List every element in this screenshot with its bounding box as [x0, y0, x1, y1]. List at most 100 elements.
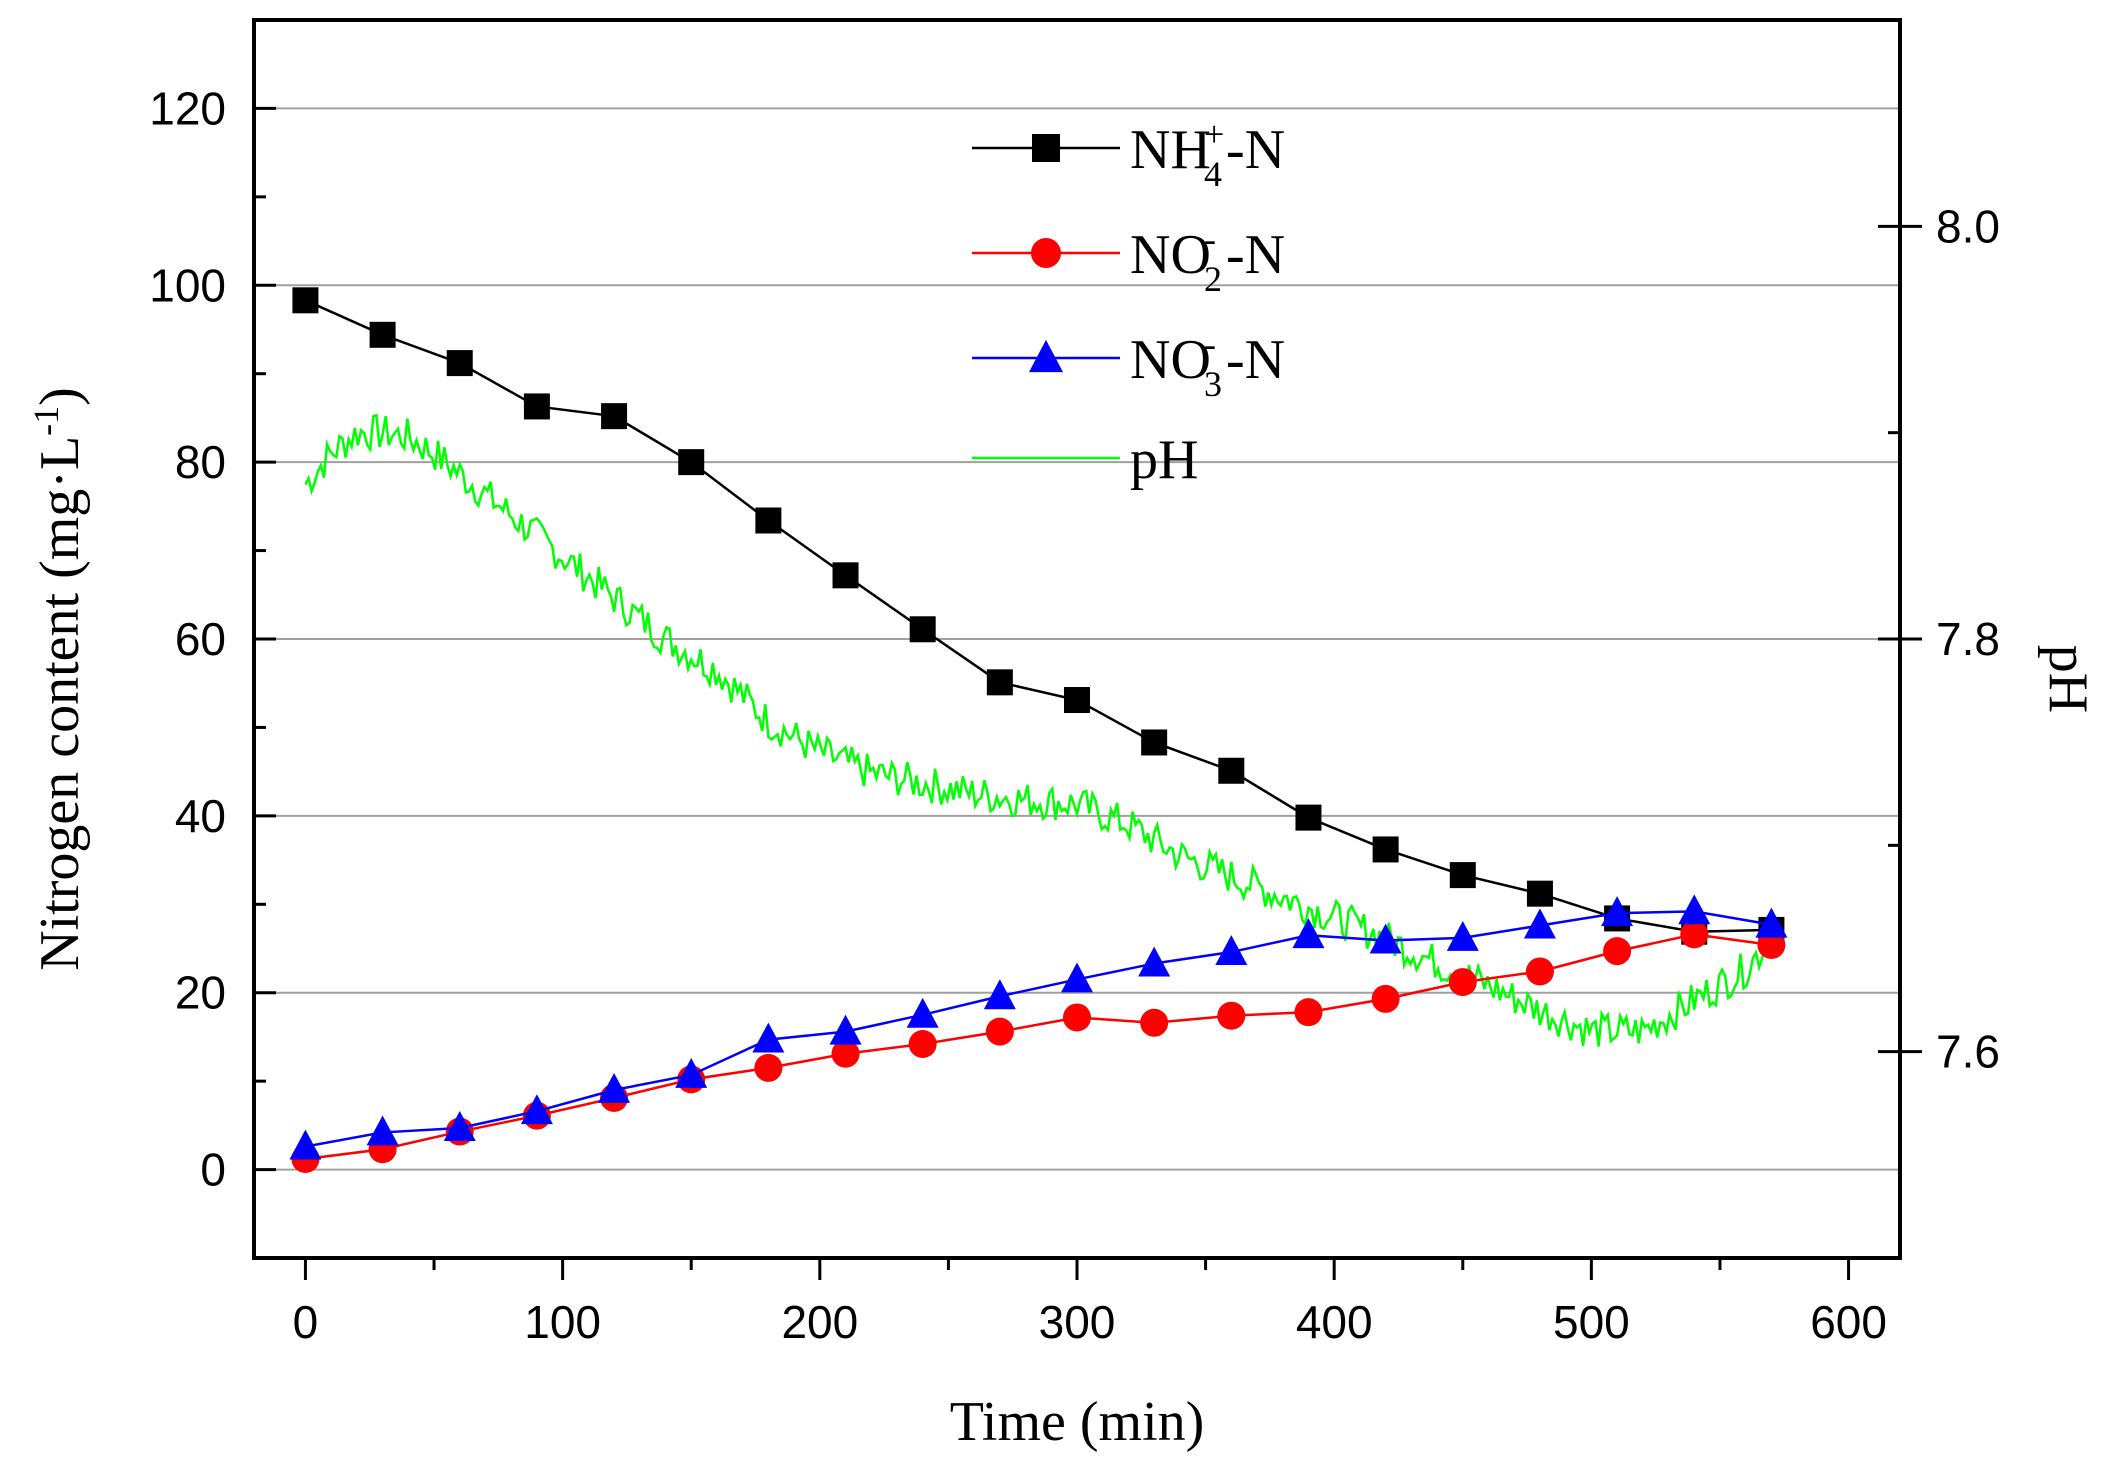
left-y-axis: 0 20 40 60 80 100 120	[149, 82, 276, 1196]
nh4-point	[523, 393, 550, 420]
right-y-axis: 7.6 7.8 8.0	[1878, 200, 2000, 1260]
nh4-point	[678, 449, 705, 476]
left-y-axis-title-main: Nitrogen content (mg·L	[29, 436, 91, 971]
right-y-axis-title: pH	[2037, 645, 2099, 713]
x-axis: 0 100 200 300 400 500 600	[293, 1258, 1887, 1348]
series-layer	[289, 287, 1788, 1173]
legend-label-subscript: 4	[1204, 154, 1222, 194]
nh4-point	[1218, 757, 1245, 784]
no3-point	[906, 997, 939, 1028]
no3-point	[675, 1058, 708, 1088]
series-no3	[289, 894, 1788, 1160]
no2-point	[1294, 998, 1323, 1027]
legend-label: NO-2-N	[1130, 219, 1285, 299]
legend-label-superscript: -	[1204, 219, 1216, 259]
legend: NH+ 4-NNO-2-NNO-3-NpH	[972, 114, 1285, 491]
x-tick-label: 500	[1553, 1296, 1630, 1348]
nh4-point	[832, 562, 859, 589]
legend-label-tail: -N	[1226, 119, 1285, 181]
no3-point	[752, 1022, 785, 1053]
legend-marker	[1029, 339, 1063, 373]
y2-tick-label: 7.6	[1936, 1026, 2000, 1078]
no2-point	[1217, 1001, 1246, 1030]
no3-point	[1215, 935, 1248, 965]
y-tick-label: 120	[149, 82, 226, 134]
legend-item-nh4: NH+ 4-N	[972, 114, 1285, 194]
x-tick-label: 600	[1810, 1296, 1887, 1348]
no3-point	[1292, 918, 1325, 949]
nh4-point	[1295, 804, 1322, 831]
legend-label-superscript: +	[1204, 114, 1224, 154]
nh4-point	[446, 350, 473, 377]
no2-point	[754, 1053, 783, 1082]
nh4-point	[1372, 836, 1399, 863]
y-tick-label: 80	[175, 436, 226, 488]
legend-marker	[1032, 134, 1060, 162]
nh4-point	[601, 403, 628, 430]
nh4-point	[1141, 729, 1168, 756]
no2-point	[1757, 930, 1786, 959]
legend-label: NH+ 4-N	[1130, 114, 1285, 194]
no2-point	[1525, 957, 1554, 986]
nh4-point	[369, 321, 396, 348]
no2-point	[1448, 968, 1477, 997]
legend-label-main: NO	[1130, 224, 1211, 286]
x-tick-label: 0	[293, 1296, 319, 1348]
y2-tick-label: 7.8	[1936, 613, 2000, 665]
no3-point	[598, 1073, 631, 1103]
no3-point	[366, 1115, 399, 1146]
series-no2	[291, 920, 1786, 1173]
no2-point	[1680, 920, 1709, 949]
no3-point	[1601, 896, 1634, 927]
no3-point	[1369, 923, 1402, 954]
no2-point	[908, 1030, 937, 1059]
y-tick-label: 60	[175, 613, 226, 665]
legend-item-no2: NO-2-N	[972, 219, 1285, 299]
y-tick-label: 100	[149, 259, 226, 311]
legend-label-subscript: 3	[1204, 364, 1222, 404]
y-tick-label: 40	[175, 790, 226, 842]
no2-point	[1603, 937, 1632, 966]
nh4-point	[909, 616, 936, 643]
y2-tick-label: 8.0	[1936, 200, 2000, 252]
no3-point	[829, 1014, 862, 1045]
legend-item-no3: NO-3-N	[972, 324, 1285, 404]
nh4-point	[1526, 880, 1553, 907]
left-y-axis-title: Nitrogen content (mg·L-1)	[26, 387, 91, 971]
legend-marker	[1031, 238, 1061, 268]
no3-point	[1755, 907, 1788, 938]
legend-label-tail: -N	[1226, 329, 1285, 391]
nh4-point	[1449, 862, 1476, 889]
legend-label: NO-3-N	[1130, 324, 1285, 404]
series-ph	[304, 413, 1773, 1047]
no3-point	[289, 1129, 322, 1160]
no2-point	[1140, 1008, 1169, 1037]
x-tick-label: 200	[781, 1296, 858, 1348]
no2-point	[831, 1039, 860, 1068]
legend-label-main: NO	[1130, 329, 1211, 391]
no2-point	[1063, 1003, 1091, 1032]
nh4-point	[292, 287, 319, 314]
x-tick-label: 300	[1039, 1296, 1116, 1348]
legend-item-ph: pH	[972, 429, 1198, 491]
no3-point	[1678, 894, 1711, 925]
nh4-point	[755, 507, 782, 534]
no3-line	[305, 910, 1772, 1148]
x-tick-label: 100	[524, 1296, 601, 1348]
nh4-point	[986, 669, 1013, 696]
x-axis-title: Time (min)	[950, 1391, 1205, 1453]
no3-point	[1061, 962, 1093, 993]
nh4-point	[1064, 687, 1090, 714]
left-y-axis-title-superscript: -1	[26, 406, 66, 436]
ph-line	[304, 413, 1773, 1047]
legend-label-tail: -N	[1226, 224, 1285, 286]
legend-label-subscript: 2	[1204, 259, 1222, 299]
legend-label: pH	[1130, 429, 1198, 491]
legend-label-main: NH	[1130, 119, 1211, 181]
y-tick-label: 20	[175, 967, 226, 1019]
no2-point	[985, 1017, 1014, 1046]
no3-point	[1138, 946, 1171, 977]
no3-point	[1523, 908, 1556, 939]
y-tick-label: 0	[200, 1144, 226, 1196]
